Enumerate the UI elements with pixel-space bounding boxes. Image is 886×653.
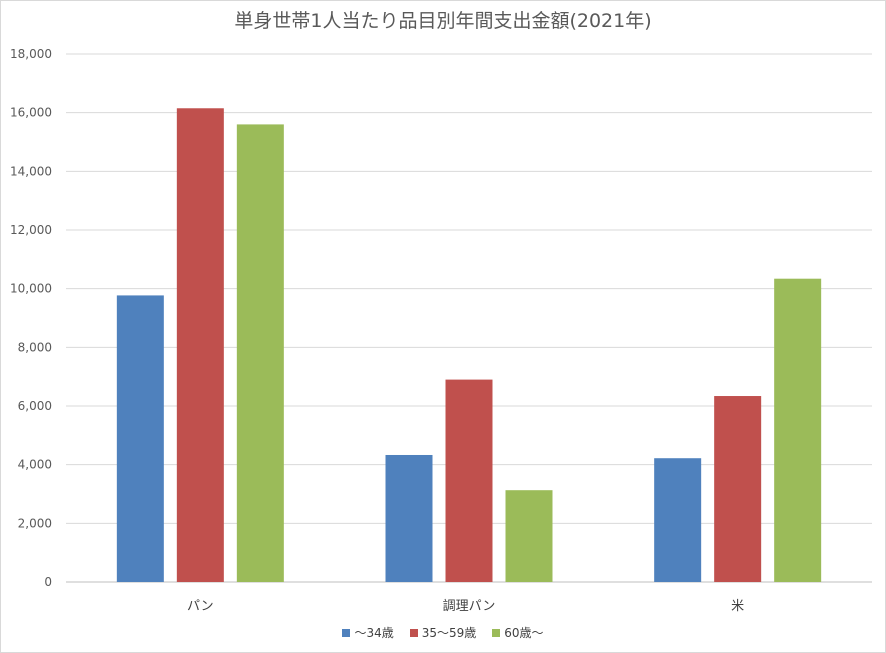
- legend-swatch: [409, 629, 418, 637]
- bars: [116, 108, 822, 583]
- x-axis-categories: パン 調理パン 米: [187, 599, 744, 614]
- y-tick-label: 6,000: [18, 399, 52, 413]
- chart-title: 単身世帯1人当たり品目別年間支出金額(2021年): [234, 10, 652, 32]
- y-tick-label: 0: [44, 575, 52, 589]
- y-axis-ticks: 0 2,000 4,000 6,000 8,000 10,000 12,000 14,000 1…: [10, 47, 52, 589]
- legend-item: 〜34歳: [342, 624, 394, 641]
- y-tick-label: 18,000: [10, 47, 52, 61]
- y-tick-label: 2,000: [18, 516, 52, 530]
- bar: [236, 124, 284, 583]
- y-tick-label: 12,000: [10, 223, 52, 237]
- bar: [445, 379, 493, 582]
- bar: [176, 108, 224, 583]
- legend-label: 〜34歳: [354, 626, 394, 640]
- y-tick-label: 8,000: [18, 340, 52, 354]
- y-tick-label: 10,000: [10, 282, 52, 296]
- bar: [714, 396, 762, 582]
- x-category-label: 調理パン: [443, 599, 496, 614]
- bar: [385, 454, 433, 582]
- legend-label: 35〜59歳: [421, 626, 477, 640]
- y-tick-label: 16,000: [10, 106, 52, 120]
- legend-label: 60歳〜: [504, 626, 544, 640]
- legend-swatch: [492, 629, 501, 637]
- bar: [116, 295, 164, 582]
- legend-item: 60歳〜: [492, 624, 544, 641]
- y-tick-label: 4,000: [18, 458, 52, 472]
- x-category-label: パン: [187, 599, 214, 614]
- legend: 〜34歳 35〜59歳 60歳〜: [0, 624, 886, 641]
- bar: [774, 278, 822, 582]
- legend-swatch: [342, 629, 351, 637]
- bar: [505, 490, 553, 582]
- legend-item: 35〜59歳: [409, 624, 477, 641]
- x-category-label: 米: [731, 599, 744, 614]
- y-tick-label: 14,000: [10, 164, 52, 178]
- bar: [654, 458, 702, 582]
